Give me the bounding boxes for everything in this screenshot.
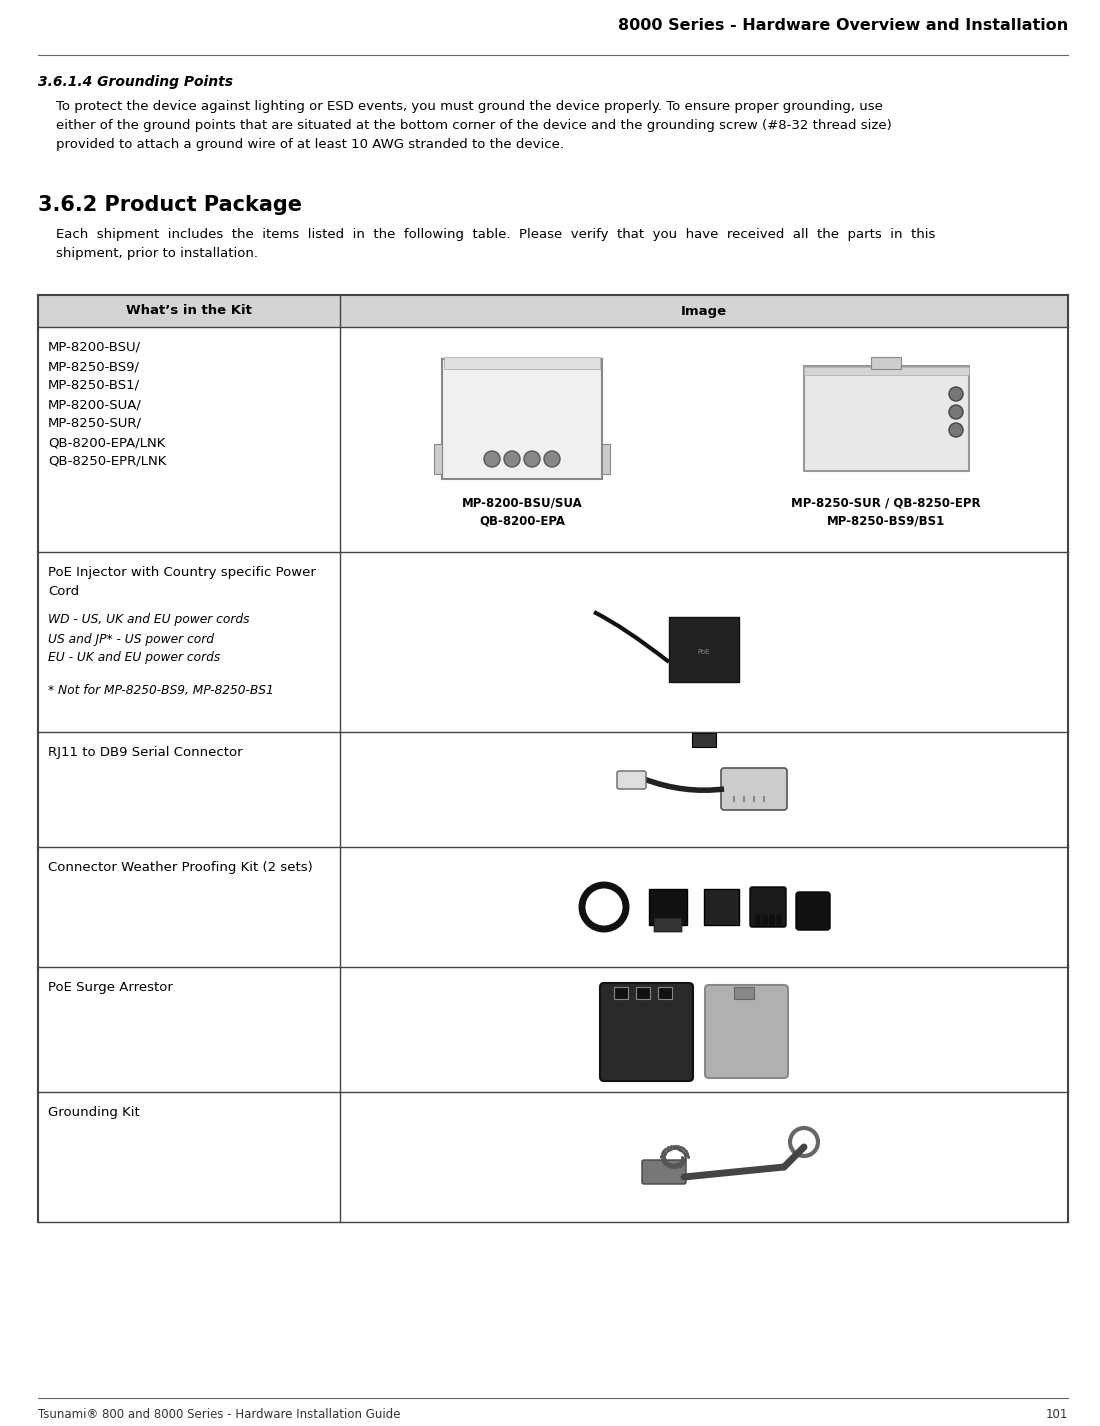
Text: PoE Injector with Country specific Power: PoE Injector with Country specific Power: [48, 566, 316, 579]
Text: 101: 101: [1046, 1407, 1068, 1420]
Bar: [636, 987, 650, 1000]
Bar: [692, 733, 716, 747]
Bar: [763, 915, 767, 925]
Text: MP-8200-BSU/SUA: MP-8200-BSU/SUA: [462, 498, 582, 511]
Text: Tsunami® 800 and 8000 Series - Hardware Installation Guide: Tsunami® 800 and 8000 Series - Hardware …: [39, 1407, 400, 1420]
Circle shape: [484, 451, 500, 466]
Circle shape: [544, 451, 560, 466]
Text: either of the ground points that are situated at the bottom corner of the device: either of the ground points that are sit…: [56, 118, 892, 133]
Bar: [804, 366, 969, 471]
Text: MP-8200-BSU/: MP-8200-BSU/: [48, 341, 141, 354]
Bar: [658, 987, 672, 1000]
Bar: [444, 356, 600, 369]
Text: WD - US, UK and EU power cords: WD - US, UK and EU power cords: [48, 613, 250, 626]
Bar: [649, 888, 688, 925]
Text: Cord: Cord: [48, 585, 79, 597]
Bar: [39, 295, 1068, 327]
Text: Connector Weather Proofing Kit (2 sets): Connector Weather Proofing Kit (2 sets): [48, 861, 312, 874]
Text: provided to attach a ground wire of at least 10 AWG stranded to the device.: provided to attach a ground wire of at l…: [56, 138, 564, 151]
Bar: [734, 987, 754, 1000]
Text: QB-8200-EPA/LNK: QB-8200-EPA/LNK: [48, 436, 165, 449]
Text: MP-8250-SUR / QB-8250-EPR: MP-8250-SUR / QB-8250-EPR: [791, 498, 981, 511]
Text: PoE Surge Arrestor: PoE Surge Arrestor: [48, 981, 173, 994]
Bar: [777, 915, 781, 925]
Bar: [669, 617, 739, 682]
Bar: [704, 888, 739, 925]
Text: Each  shipment  includes  the  items  listed  in  the  following  table.  Please: Each shipment includes the items listed …: [56, 228, 935, 241]
Text: MP-8250-BS9/: MP-8250-BS9/: [48, 359, 140, 374]
Text: 3.6.1.4 Grounding Points: 3.6.1.4 Grounding Points: [39, 76, 233, 88]
Text: * Not for MP-8250-BS9, MP-8250-BS1: * Not for MP-8250-BS9, MP-8250-BS1: [48, 684, 274, 697]
Bar: [614, 987, 628, 1000]
Bar: [602, 443, 610, 473]
Text: Grounding Kit: Grounding Kit: [48, 1107, 140, 1119]
FancyBboxPatch shape: [750, 887, 786, 927]
Text: 8000 Series - Hardware Overview and Installation: 8000 Series - Hardware Overview and Inst…: [618, 19, 1068, 33]
Text: Image: Image: [681, 305, 727, 318]
Text: MP-8250-SUR/: MP-8250-SUR/: [48, 416, 142, 431]
Bar: [442, 359, 602, 479]
Bar: [871, 356, 901, 369]
FancyBboxPatch shape: [720, 769, 786, 810]
Text: 3.6.2 Product Package: 3.6.2 Product Package: [39, 195, 302, 215]
Bar: [756, 915, 760, 925]
Text: MP-8200-SUA/: MP-8200-SUA/: [48, 398, 142, 411]
Text: What’s in the Kit: What’s in the Kit: [126, 305, 252, 318]
FancyBboxPatch shape: [642, 1159, 686, 1184]
Text: shipment, prior to installation.: shipment, prior to installation.: [56, 247, 258, 260]
Text: RJ11 to DB9 Serial Connector: RJ11 to DB9 Serial Connector: [48, 746, 243, 759]
Text: MP-8250-BS9/BS1: MP-8250-BS9/BS1: [827, 513, 945, 528]
Circle shape: [949, 405, 962, 419]
Text: QB-8250-EPR/LNK: QB-8250-EPR/LNK: [48, 455, 166, 468]
Circle shape: [949, 424, 962, 436]
FancyBboxPatch shape: [617, 771, 646, 789]
Bar: [434, 443, 442, 473]
Bar: [770, 915, 774, 925]
Circle shape: [949, 386, 962, 401]
Text: MP-8250-BS1/: MP-8250-BS1/: [48, 379, 140, 392]
FancyBboxPatch shape: [705, 985, 788, 1078]
Circle shape: [524, 451, 540, 466]
Text: To protect the device against lighting or ESD events, you must ground the device: To protect the device against lighting o…: [56, 100, 883, 113]
FancyBboxPatch shape: [600, 983, 693, 1081]
Text: QB-8200-EPA: QB-8200-EPA: [478, 513, 565, 528]
Text: EU - UK and EU power cords: EU - UK and EU power cords: [48, 652, 220, 665]
Text: US and JP* - US power cord: US and JP* - US power cord: [48, 633, 215, 646]
FancyBboxPatch shape: [796, 893, 830, 930]
Circle shape: [504, 451, 520, 466]
Bar: [804, 366, 969, 375]
Text: PoE: PoE: [697, 649, 711, 655]
FancyBboxPatch shape: [654, 918, 682, 933]
